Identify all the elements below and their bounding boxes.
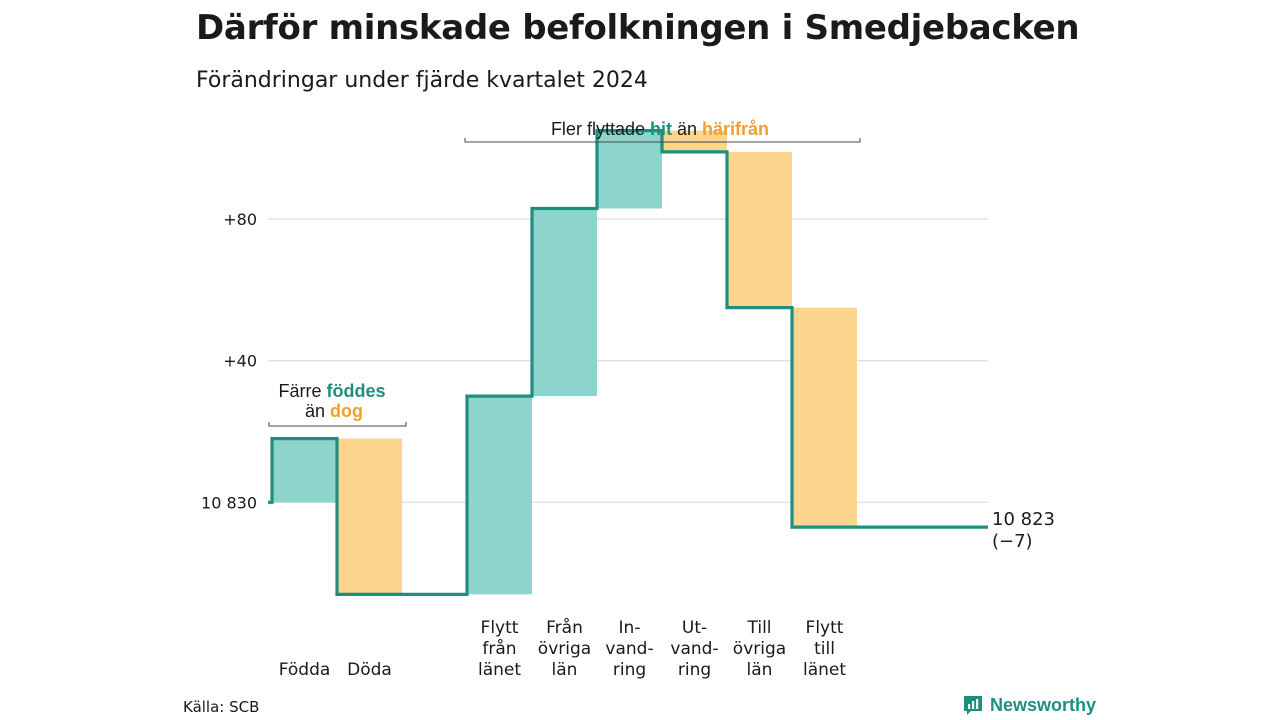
category-label-fodda: Födda <box>279 660 331 680</box>
category-label-flytt-fran-lanet: länet <box>478 660 521 680</box>
final-value-label: 10 823 <box>992 509 1055 530</box>
brand-name: Newsworthy <box>990 694 1097 715</box>
y-tick-label: +40 <box>223 352 257 371</box>
category-label-till-ovriga-lan: Till <box>746 618 771 638</box>
y-tick-label: +80 <box>223 210 257 229</box>
brand-logo: Newsworthy <box>962 694 1096 716</box>
final-change-label: (−7) <box>992 531 1033 552</box>
category-label-till-ovriga-lan: län <box>747 660 773 680</box>
chart-subtitle: Förändringar under fjärde kvartalet 2024 <box>196 68 648 93</box>
bar-invandring <box>597 130 662 209</box>
bar-flytt-fran-lanet <box>467 396 532 595</box>
category-label-invandring: In- <box>619 618 641 638</box>
category-label-till-ovriga-lan: övriga <box>733 639 786 659</box>
category-label-flytt-till-lanet: till <box>814 639 835 659</box>
bar-till-ovriga-lan <box>727 151 792 308</box>
bar-fran-ovriga-lan <box>532 208 597 397</box>
category-label-doda: Döda <box>347 660 392 680</box>
source-note: Källa: SCB <box>183 698 260 716</box>
running-total-line <box>268 129 988 596</box>
category-label-flytt-till-lanet: länet <box>803 660 846 680</box>
chart-title: Därför minskade befolkningen i Smedjebac… <box>196 8 1080 48</box>
bar-doda <box>337 438 402 595</box>
category-label-utvandring: vand- <box>670 639 718 659</box>
y-tick-label: 10 830 <box>201 493 257 512</box>
category-label-utvandring: ring <box>678 660 711 680</box>
category-label-flytt-till-lanet: Flytt <box>806 618 844 638</box>
category-label-flytt-fran-lanet: från <box>482 638 516 659</box>
annotation-bracket-migration <box>464 138 861 143</box>
bar-utvandring <box>662 130 727 152</box>
annotation-birth-death-line2: än dog <box>305 401 363 421</box>
category-label-flytt-fran-lanet: Flytt <box>481 618 519 638</box>
category-label-fran-ovriga-lan: län <box>552 660 578 680</box>
bar-fodda <box>272 438 337 503</box>
bar-flytt-till-lanet <box>792 307 857 528</box>
category-label-fran-ovriga-lan: Från <box>546 617 583 638</box>
annotation-birth-death-line1: Färre föddes <box>278 381 385 401</box>
category-label-utvandring: Ut- <box>682 618 707 638</box>
annotation-migration: Fler flyttade hit än härifrån <box>551 119 769 139</box>
newsworthy-logo-icon <box>964 696 982 715</box>
category-label-invandring: vand- <box>605 639 653 659</box>
category-label-invandring: ring <box>613 660 646 680</box>
annotation-bracket-birth-death <box>268 422 407 427</box>
category-label-fran-ovriga-lan: övriga <box>538 639 591 659</box>
